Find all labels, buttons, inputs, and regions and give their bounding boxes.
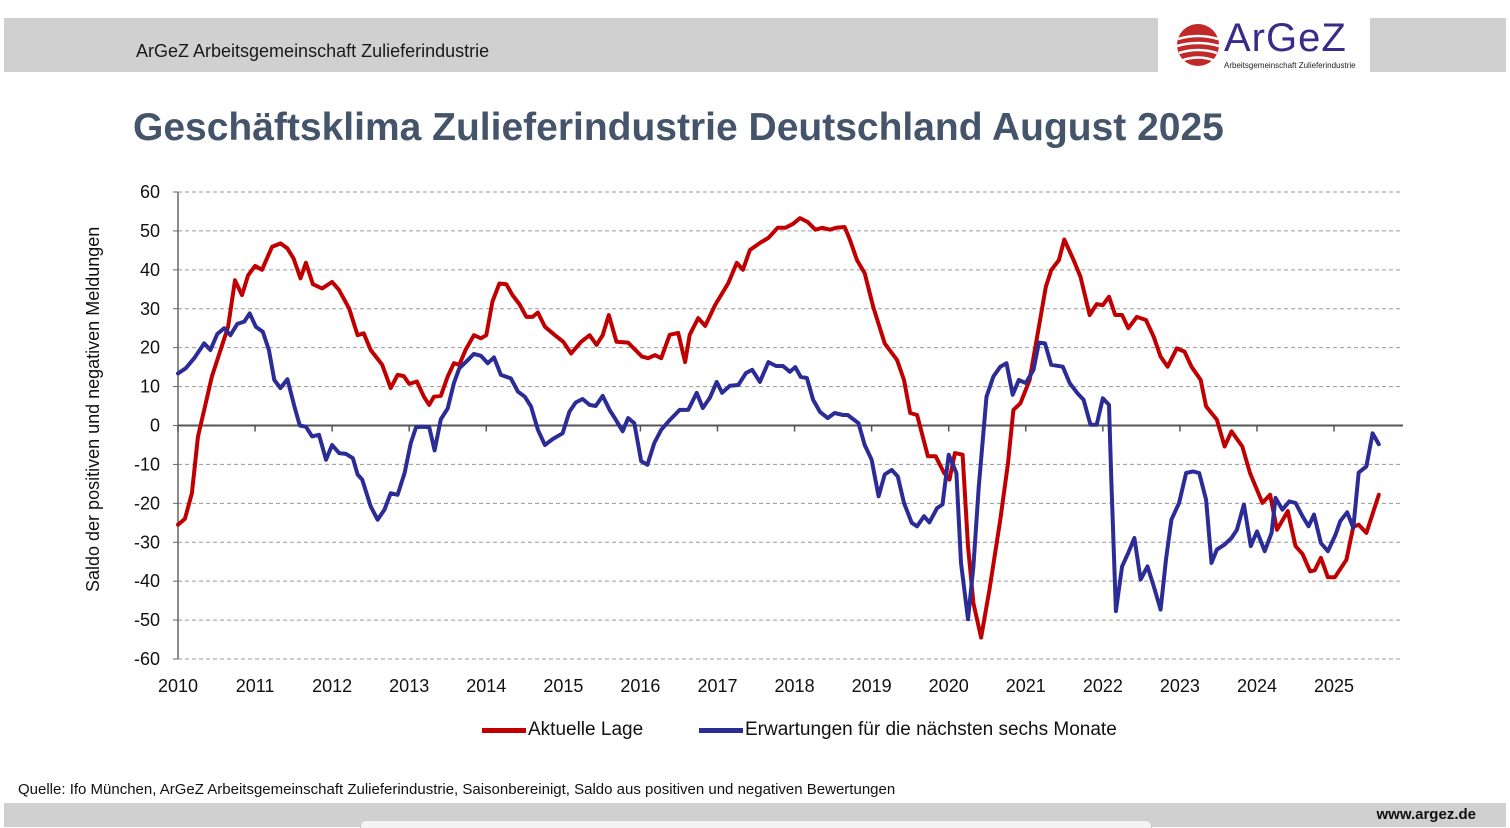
argez-logo: ArGeZ Arbeitsgemeinschaft Zulieferindust… — [1158, 15, 1370, 73]
y-tick-label: 50 — [140, 221, 160, 241]
globe-logo-icon — [1176, 24, 1220, 66]
y-tick-label: -50 — [134, 610, 160, 630]
bottom-tab — [360, 820, 1152, 828]
legend-label: Erwartungen für die nächsten sechs Monat… — [745, 719, 1117, 740]
source-note: Quelle: Ifo München, ArGeZ Arbeitsgemein… — [18, 781, 896, 798]
x-tick-label: 2019 — [852, 676, 892, 696]
x-tick-label: 2023 — [1160, 676, 1200, 696]
footer-bar: www.argez.de — [4, 803, 1506, 827]
x-tick-label: 2011 — [236, 676, 275, 696]
x-tick-label: 2015 — [543, 676, 583, 696]
y-tick-label: -40 — [134, 571, 160, 591]
website-link[interactable]: www.argez.de — [1376, 806, 1476, 823]
chart-title: Geschäftsklima Zulieferindustrie Deutsch… — [133, 106, 1224, 149]
y-tick-label: 0 — [150, 416, 160, 436]
legend-item-aktuelle-lage: Aktuelle Lage — [482, 719, 643, 741]
y-axis-label: Saldo der positiven und negativen Meldun… — [83, 226, 103, 592]
legend-swatch-red — [482, 727, 526, 733]
y-tick-label: -10 — [134, 454, 160, 474]
x-tick-label: 2021 — [1006, 676, 1046, 696]
x-tick-label: 2013 — [389, 676, 429, 696]
x-tick-label: 2017 — [697, 676, 737, 696]
logo-wordmark: ArGeZ — [1224, 16, 1347, 60]
series-line-erwartungen — [176, 311, 1381, 622]
y-tick-label: 30 — [140, 299, 160, 319]
y-tick-label: -20 — [134, 493, 160, 513]
y-tick-label: 40 — [140, 260, 160, 280]
x-tick-label: 2016 — [620, 676, 660, 696]
y-tick-label: 10 — [140, 377, 160, 397]
logo-subtext: Arbeitsgemeinschaft Zulieferindustrie — [1224, 61, 1356, 70]
x-tick-label: 2024 — [1237, 676, 1277, 696]
x-tick-label: 2010 — [158, 676, 198, 696]
series-line-aktuelle-lage — [176, 216, 1381, 640]
y-tick-label: -30 — [134, 532, 160, 552]
x-tick-label: 2012 — [312, 676, 352, 696]
x-tick-label: 2022 — [1083, 676, 1123, 696]
x-tick-label: 2025 — [1314, 676, 1354, 696]
x-tick-label: 2014 — [466, 676, 506, 696]
x-tick-label: 2020 — [929, 676, 969, 696]
legend-item-erwartungen: Erwartungen für die nächsten sechs Monat… — [699, 719, 1117, 741]
y-tick-label: -60 — [134, 649, 160, 669]
org-name: ArGeZ Arbeitsgemeinschaft Zulieferindust… — [136, 41, 490, 61]
y-tick-label: 60 — [140, 182, 160, 202]
y-tick-label: 20 — [140, 338, 160, 358]
legend-swatch-blue — [699, 727, 743, 733]
legend-label: Aktuelle Lage — [528, 719, 644, 740]
x-tick-label: 2018 — [775, 676, 815, 696]
